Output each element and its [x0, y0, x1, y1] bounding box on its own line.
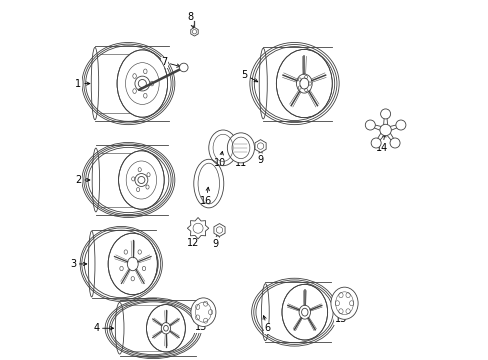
Ellipse shape	[190, 298, 216, 327]
Ellipse shape	[370, 138, 380, 148]
Text: 5: 5	[241, 69, 257, 82]
Circle shape	[179, 63, 188, 72]
Ellipse shape	[227, 133, 254, 163]
Ellipse shape	[389, 138, 399, 148]
Text: 7: 7	[161, 57, 180, 67]
Ellipse shape	[276, 49, 332, 118]
Text: 8: 8	[187, 13, 194, 28]
Ellipse shape	[146, 305, 185, 352]
Text: 6: 6	[263, 316, 270, 333]
Text: 12: 12	[186, 232, 199, 248]
Text: 2: 2	[75, 175, 90, 185]
Text: 15: 15	[334, 307, 346, 324]
Ellipse shape	[380, 109, 390, 119]
Polygon shape	[187, 217, 208, 239]
Polygon shape	[213, 224, 224, 237]
Polygon shape	[190, 27, 198, 36]
Ellipse shape	[379, 124, 390, 136]
Text: 13: 13	[194, 316, 206, 332]
Ellipse shape	[108, 233, 157, 295]
Text: 1: 1	[75, 78, 90, 89]
Text: 3: 3	[70, 259, 86, 269]
Text: 4: 4	[93, 323, 113, 333]
Ellipse shape	[395, 120, 405, 130]
Text: 14: 14	[375, 134, 388, 153]
Ellipse shape	[365, 120, 375, 130]
Ellipse shape	[119, 151, 164, 209]
Text: 9: 9	[257, 150, 263, 165]
Ellipse shape	[282, 284, 327, 340]
Text: 10: 10	[214, 152, 226, 168]
Text: 11: 11	[234, 152, 246, 168]
Text: 16: 16	[200, 187, 212, 206]
Ellipse shape	[117, 50, 167, 117]
Text: 9: 9	[212, 234, 219, 249]
Ellipse shape	[330, 287, 357, 319]
Polygon shape	[254, 140, 265, 153]
